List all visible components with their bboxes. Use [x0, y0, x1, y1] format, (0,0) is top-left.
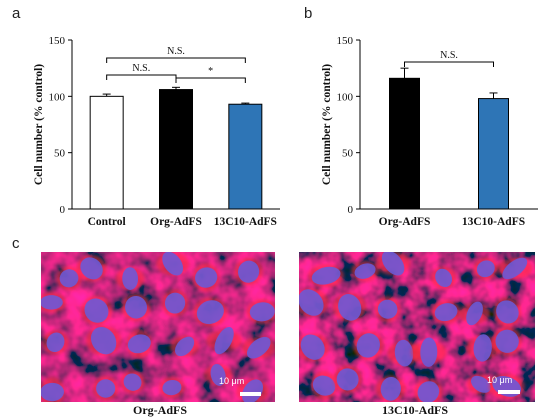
y-tick-label: 150	[337, 35, 354, 47]
nucleus	[174, 336, 195, 357]
nucleus	[80, 257, 103, 280]
y-tick-label: 50	[342, 148, 354, 160]
panel-letter-b: b	[304, 5, 312, 22]
y-tick-label: 150	[49, 35, 66, 47]
bar	[389, 77, 420, 210]
nucleus	[394, 339, 414, 367]
nucleus	[246, 336, 271, 359]
significance-bracket	[404, 61, 494, 67]
bar	[228, 103, 263, 210]
nucleus	[195, 267, 218, 288]
nucleus	[470, 375, 491, 393]
micrograph-13c10-adfs: 10 μm	[299, 252, 535, 402]
nuclei-org-adfs	[41, 252, 275, 402]
panel-letter-c: c	[12, 235, 20, 252]
nucleus	[96, 379, 116, 398]
scale-label-org-adfs: 10 μm	[219, 376, 244, 386]
bar-chart-b: 0 50 100 150 Cell number (% control) Org-AdFS…	[321, 35, 538, 228]
category-label: 13C10-AdFS	[214, 216, 277, 228]
nucleus	[127, 334, 151, 354]
nucleus	[336, 368, 359, 391]
nucleus	[41, 382, 64, 402]
nucleus	[59, 269, 79, 288]
nucleus	[495, 329, 519, 353]
nucleus	[354, 263, 376, 279]
nucleus	[242, 379, 264, 402]
significance-label: *	[208, 66, 213, 77]
nucleus	[377, 299, 398, 319]
micrograph-label-org-adfs: Org-AdFS	[133, 403, 187, 417]
nucleus	[473, 334, 492, 362]
nucleus	[46, 332, 65, 353]
y-tick-label: 0	[60, 204, 66, 216]
micrograph-org-adfs: 10 μm	[41, 252, 275, 402]
nucleus	[476, 260, 495, 278]
nucleus	[237, 260, 260, 283]
significance-label: N.S.	[440, 50, 458, 61]
nucleus	[502, 257, 528, 280]
nucleus	[312, 375, 336, 396]
y-tick-label: 50	[54, 148, 66, 160]
nucleus	[162, 379, 182, 396]
y-tick-label: 100	[337, 91, 354, 103]
nucleus	[299, 289, 324, 316]
nucleus	[210, 363, 226, 386]
scale-label-13c10-adfs: 10 μm	[487, 375, 512, 385]
micrograph-label-13c10-adfs: 13C10-AdFS	[382, 403, 448, 417]
y-tick-label: 0	[348, 204, 354, 216]
significance-bracket	[106, 57, 246, 63]
nucleus	[417, 381, 440, 402]
nucleus	[90, 326, 117, 355]
category-label: 13C10-AdFS	[462, 216, 525, 228]
bar	[159, 89, 193, 210]
nuclei-13c10-adfs	[299, 252, 533, 402]
nucleus	[125, 295, 148, 319]
category-label: Org-AdFS	[379, 216, 431, 228]
nucleus	[249, 302, 275, 322]
nucleus	[41, 295, 63, 310]
nucleus	[380, 376, 401, 401]
nucleus	[420, 337, 438, 367]
nucleus	[311, 266, 341, 285]
nucleus	[466, 301, 483, 326]
y-axis-label: Cell number (% control)	[33, 64, 45, 185]
significance-bracket	[106, 74, 177, 80]
scale-bar-13c10-adfs	[498, 390, 520, 394]
nucleus	[162, 252, 184, 276]
nucleus	[435, 268, 453, 288]
nucleus	[122, 267, 139, 290]
nucleus	[300, 334, 325, 360]
nucleus	[214, 327, 234, 355]
nucleus	[381, 252, 405, 276]
bar-chart-a: 0 50 100 150 Cell number (% control) Control O…	[33, 35, 280, 228]
nucleus	[196, 300, 224, 325]
nucleus	[164, 292, 186, 314]
scale-bar-org-adfs	[240, 392, 261, 396]
nucleus	[356, 333, 380, 358]
y-axis-label: Cell number (% control)	[321, 64, 333, 185]
category-label: Control	[88, 216, 126, 228]
bar	[89, 95, 124, 210]
bar	[478, 98, 509, 210]
nucleus	[338, 294, 362, 321]
significance-label: N.S.	[132, 63, 150, 74]
nucleus	[496, 300, 519, 324]
significance-label: N.S.	[167, 46, 185, 57]
significance-bracket	[175, 77, 246, 83]
nucleus	[84, 298, 109, 323]
y-tick-label: 100	[49, 91, 66, 103]
panel-letter-a: a	[12, 5, 21, 22]
nucleus	[123, 373, 142, 391]
category-label: Org-AdFS	[150, 216, 202, 228]
nucleus	[434, 303, 458, 322]
